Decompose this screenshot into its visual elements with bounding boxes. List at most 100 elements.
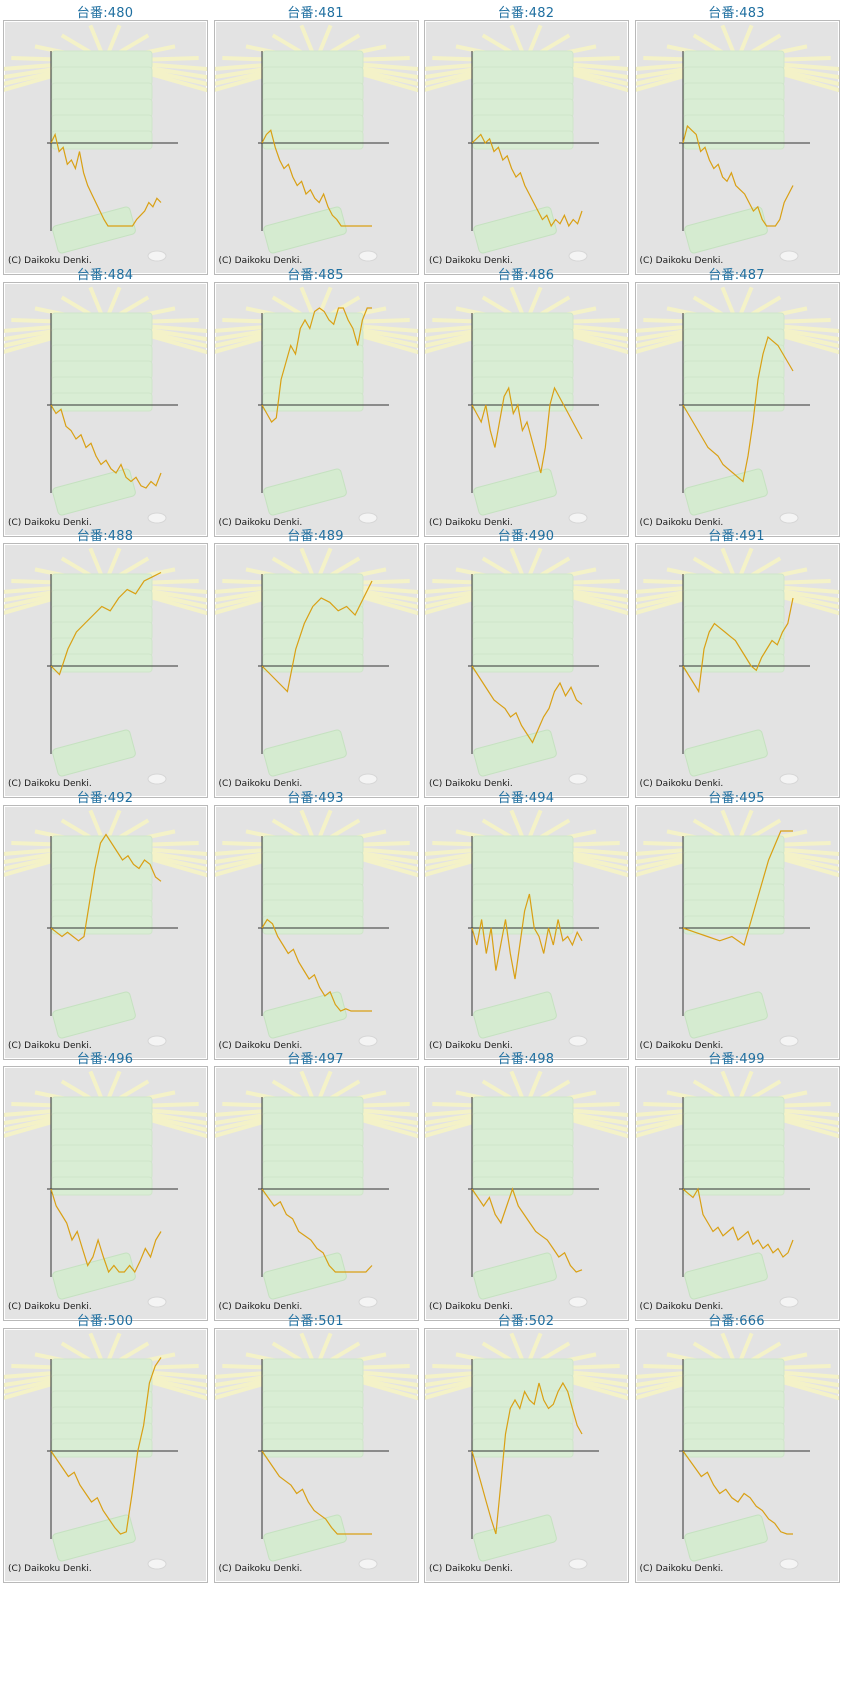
chart-panel: (C) Daikoku Denki. — [213, 804, 419, 1060]
background-decoration — [4, 1070, 207, 1308]
chart-title[interactable]: 台番:487 — [708, 267, 765, 283]
copyright-label: (C) Daikoku Denki. — [218, 517, 303, 528]
chart-title[interactable]: 台番:488 — [76, 529, 134, 544]
slump-chart — [4, 24, 207, 262]
slump-chart — [635, 1070, 839, 1308]
slump-chart — [4, 1332, 207, 1569]
chart-title[interactable]: 台番:484 — [76, 267, 134, 283]
data-series-line — [260, 918, 372, 1012]
chart-title[interactable]: 台番:502 — [497, 1313, 555, 1329]
data-series-line — [682, 1450, 793, 1535]
chart-cell: 台番:500 (C) Daikoku Denki. — [0, 1308, 210, 1588]
chart-title[interactable]: 台番:489 — [287, 529, 344, 544]
chart-panel: (C) Daikoku Denki. — [424, 804, 629, 1060]
background-decoration — [635, 809, 839, 1046]
background-decoration — [214, 286, 418, 523]
data-series-line — [260, 306, 372, 423]
chart-cell: 台番:497 (C) Daikoku Denki. — [211, 1046, 421, 1326]
chart-title[interactable]: 台番:498 — [497, 1052, 555, 1067]
slump-chart — [425, 286, 628, 523]
copyright-label: (C) Daikoku Denki. — [429, 1302, 513, 1312]
chart-cell: 台番:489 (C) Daikoku Denki. — [211, 523, 421, 803]
chart-title[interactable]: 台番:480 — [76, 6, 134, 21]
chart-title[interactable]: 台番:493 — [287, 790, 344, 806]
data-series-line — [261, 1188, 372, 1273]
chart-panel: (C) Daikoku Denki. — [3, 281, 208, 537]
copyright-label: (C) Daikoku Denki. — [639, 1040, 724, 1051]
chart-cell: 台番:492 (C) Daikoku Denki. — [0, 785, 210, 1065]
background-decoration — [425, 547, 628, 785]
data-series-line — [682, 1187, 794, 1258]
chart-cell: 台番:490 (C) Daikoku Denki. — [421, 523, 631, 803]
copyright-label: (C) Daikoku Denki. — [429, 517, 513, 528]
chart-cell: 台番:480 (C) Daikoku Denki. — [0, 0, 210, 280]
background-decoration — [214, 24, 418, 262]
chart-title[interactable]: 台番:496 — [76, 1052, 134, 1067]
chart-cell: 台番:481 (C) Daikoku Denki. — [211, 0, 421, 280]
chart-panel: (C) Daikoku Denki. — [424, 281, 629, 537]
chart-title[interactable]: 台番:481 — [287, 6, 344, 21]
background-decoration — [4, 1332, 207, 1569]
chart-panel: (C) Daikoku Denki. — [213, 1066, 419, 1321]
copyright-label: (C) Daikoku Denki. — [429, 256, 513, 266]
chart-title[interactable]: 台番:497 — [287, 1052, 344, 1067]
chart-panel: (C) Daikoku Denki. — [213, 543, 419, 798]
chart-cell: 台番:494 (C) Daikoku Denki. — [421, 785, 631, 1065]
chart-cell: 台番:498 (C) Daikoku Denki. — [421, 1046, 631, 1326]
chart-title[interactable]: 台番:495 — [708, 790, 765, 806]
data-series-line — [471, 893, 583, 979]
slump-chart — [4, 286, 207, 523]
data-series-line — [471, 665, 583, 744]
background-decoration — [635, 1070, 839, 1308]
copyright-label: (C) Daikoku Denki. — [218, 1302, 303, 1312]
chart-title[interactable]: 台番:483 — [708, 6, 765, 21]
chart-panel: (C) Daikoku Denki. — [3, 543, 208, 798]
chart-panel: (C) Daikoku Denki. — [424, 1327, 629, 1583]
slump-chart — [635, 547, 839, 785]
data-series-line — [260, 129, 372, 227]
chart-cell: 台番:485 (C) Daikoku Denki. — [211, 262, 421, 542]
data-series-line — [681, 597, 794, 694]
chart-title[interactable]: 台番:486 — [497, 267, 555, 283]
chart-cell: 台番:502 (C) Daikoku Denki. — [421, 1308, 631, 1588]
copyright-label: (C) Daikoku Denki. — [429, 1563, 513, 1574]
copyright-label: (C) Daikoku Denki. — [8, 517, 92, 528]
background-decoration — [214, 1070, 418, 1308]
chart-panel: (C) Daikoku Denki. — [3, 1327, 208, 1583]
data-series-line — [50, 404, 162, 489]
chart-title[interactable]: 台番:490 — [497, 529, 555, 544]
chart-title[interactable]: 台番:482 — [497, 6, 555, 21]
background-decoration — [4, 547, 207, 785]
chart-panel: (C) Daikoku Denki. — [634, 804, 840, 1060]
slump-chart — [214, 24, 418, 262]
copyright-label: (C) Daikoku Denki. — [8, 1302, 92, 1312]
copyright-label: (C) Daikoku Denki. — [218, 1563, 303, 1574]
slump-chart — [214, 1070, 418, 1308]
data-series-line — [471, 1187, 583, 1273]
chart-panel: (C) Daikoku Denki. — [213, 1327, 419, 1583]
chart-title[interactable]: 台番:491 — [708, 529, 765, 544]
chart-title[interactable]: 台番:492 — [76, 790, 134, 806]
background-decoration — [635, 1332, 839, 1569]
data-series-line — [50, 571, 162, 676]
chart-panel: (C) Daikoku Denki. — [424, 543, 629, 798]
chart-cell: 台番:495 (C) Daikoku Denki. — [632, 785, 842, 1065]
chart-panel: (C) Daikoku Denki. — [3, 804, 208, 1060]
chart-panel: (C) Daikoku Denki. — [634, 281, 840, 537]
copyright-label: (C) Daikoku Denki. — [218, 779, 303, 789]
copyright-label: (C) Daikoku Denki. — [8, 779, 92, 789]
copyright-label: (C) Daikoku Denki. — [639, 517, 724, 528]
background-decoration — [4, 286, 207, 523]
chart-title[interactable]: 台番:500 — [76, 1313, 134, 1329]
chart-title[interactable]: 台番:494 — [497, 790, 555, 806]
background-decoration — [425, 1070, 628, 1308]
chart-title[interactable]: 台番:666 — [708, 1313, 765, 1329]
chart-title[interactable]: 台番:501 — [287, 1313, 344, 1329]
copyright-label: (C) Daikoku Denki. — [639, 1302, 724, 1312]
chart-cell: 台番:501 (C) Daikoku Denki. — [211, 1308, 421, 1588]
copyright-label: (C) Daikoku Denki. — [218, 1040, 303, 1051]
background-decoration — [425, 809, 628, 1046]
chart-title[interactable]: 台番:485 — [287, 267, 344, 283]
copyright-label: (C) Daikoku Denki. — [8, 1563, 92, 1574]
chart-title[interactable]: 台番:499 — [708, 1052, 765, 1067]
